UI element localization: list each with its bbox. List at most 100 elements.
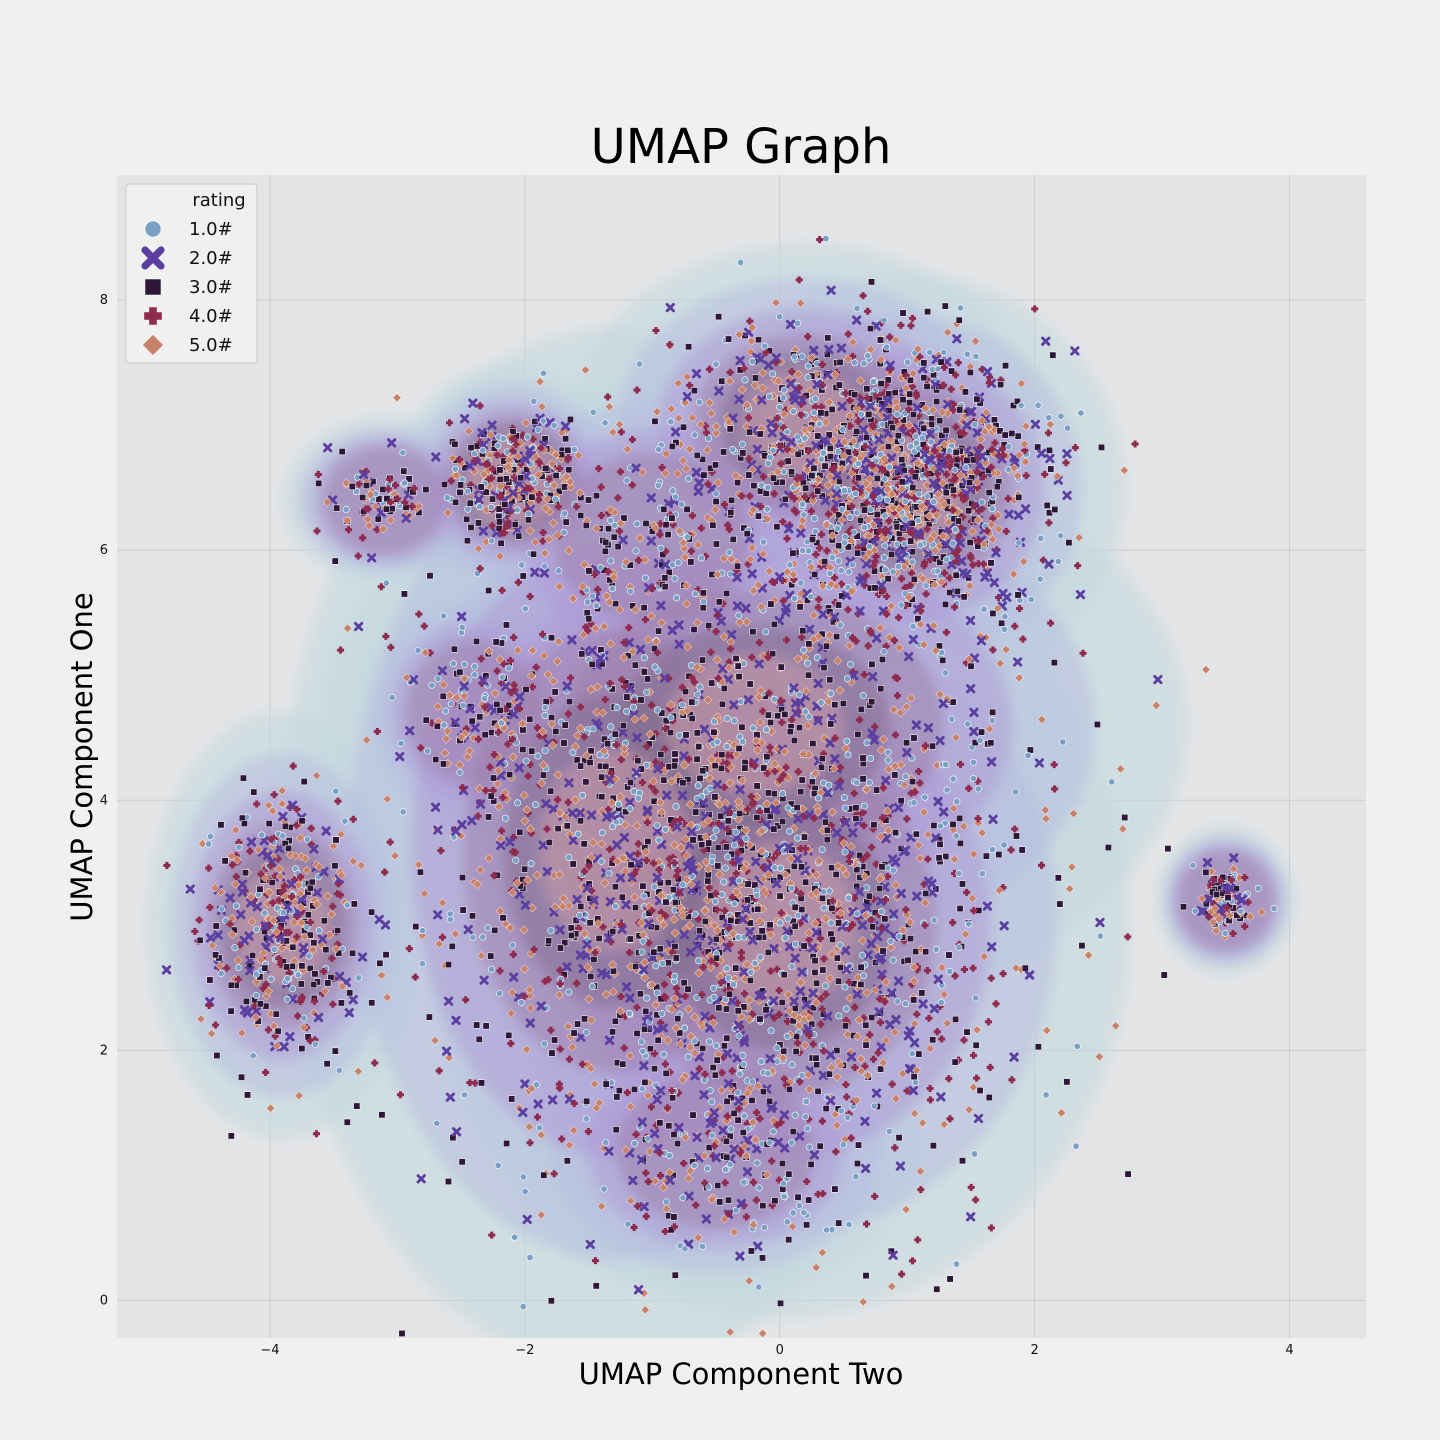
scatter-point bbox=[969, 758, 977, 766]
scatter-point bbox=[705, 622, 713, 630]
scatter-point bbox=[873, 786, 881, 794]
scatter-point bbox=[693, 729, 701, 737]
scatter-point bbox=[827, 720, 835, 728]
scatter-point bbox=[775, 1010, 783, 1018]
scatter-point bbox=[524, 433, 532, 441]
scatter-point bbox=[1015, 493, 1023, 501]
scatter-point bbox=[930, 498, 938, 506]
scatter-point bbox=[818, 755, 826, 763]
scatter-point bbox=[985, 1094, 993, 1101]
scatter-point bbox=[998, 619, 1006, 627]
scatter-point bbox=[881, 896, 889, 904]
scatter-point bbox=[811, 870, 821, 880]
scatter-point bbox=[639, 1061, 649, 1071]
scatter-point bbox=[903, 739, 910, 747]
scatter-point bbox=[907, 442, 915, 450]
scatter-point bbox=[239, 774, 247, 782]
scatter-point bbox=[805, 547, 813, 555]
scatter-point bbox=[464, 487, 472, 495]
scatter-point bbox=[528, 683, 536, 691]
scatter-point bbox=[732, 870, 740, 878]
scatter-point bbox=[835, 542, 843, 550]
scatter-point bbox=[969, 775, 977, 783]
scatter-point bbox=[951, 1058, 959, 1066]
scatter-point bbox=[860, 871, 870, 881]
scatter-point bbox=[972, 1041, 980, 1049]
scatter-point bbox=[717, 979, 725, 987]
scatter-point bbox=[930, 822, 938, 829]
scatter-point bbox=[770, 620, 778, 628]
scatter-point bbox=[781, 934, 789, 942]
scatter-point bbox=[297, 980, 305, 988]
scatter-point bbox=[548, 804, 559, 814]
scatter-point bbox=[859, 855, 867, 863]
scatter-point bbox=[972, 1196, 980, 1204]
scatter-point bbox=[909, 976, 919, 986]
scatter-point bbox=[817, 995, 825, 1003]
scatter-point bbox=[675, 1039, 685, 1049]
scatter-point bbox=[804, 1125, 812, 1133]
scatter-point bbox=[841, 964, 852, 974]
scatter-point bbox=[792, 1048, 800, 1055]
scatter-point bbox=[530, 397, 538, 405]
scatter-point bbox=[459, 874, 466, 882]
scatter-point bbox=[876, 885, 884, 893]
scatter-point bbox=[684, 1053, 692, 1061]
scatter-point bbox=[399, 808, 407, 816]
scatter-point bbox=[212, 922, 220, 930]
scatter-point bbox=[753, 814, 761, 822]
scatter-point bbox=[671, 750, 679, 758]
scatter-point bbox=[817, 699, 825, 707]
scatter-point bbox=[800, 942, 808, 950]
scatter-point bbox=[382, 579, 390, 587]
scatter-point bbox=[913, 1010, 921, 1018]
scatter-point bbox=[723, 759, 731, 767]
scatter-point bbox=[1000, 841, 1008, 849]
scatter-point bbox=[796, 1078, 804, 1086]
scatter-point bbox=[805, 671, 813, 679]
scatter-point bbox=[1057, 532, 1065, 540]
scatter-point bbox=[798, 906, 806, 913]
scatter-point bbox=[808, 943, 818, 953]
scatter-point bbox=[558, 1135, 566, 1143]
scatter-point bbox=[519, 1303, 527, 1311]
scatter-point bbox=[684, 1004, 694, 1014]
scatter-point bbox=[615, 792, 625, 802]
scatter-point bbox=[569, 1125, 579, 1136]
scatter-point bbox=[586, 759, 594, 766]
scatter-point bbox=[739, 738, 747, 746]
scatter-point bbox=[479, 933, 487, 941]
scatter-point bbox=[852, 804, 860, 812]
scatter-point bbox=[574, 1020, 582, 1028]
scatter-point bbox=[928, 420, 935, 428]
scatter-point bbox=[799, 500, 807, 508]
scatter-point bbox=[258, 831, 266, 839]
scatter-point bbox=[923, 492, 931, 500]
scatter-point bbox=[887, 1281, 897, 1291]
scatter-point bbox=[1093, 721, 1101, 728]
scatter-point bbox=[502, 475, 510, 483]
scatter-point bbox=[728, 929, 738, 939]
scatter-point bbox=[547, 787, 555, 795]
scatter-point bbox=[835, 557, 843, 565]
scatter-point bbox=[752, 1144, 762, 1154]
scatter-point bbox=[938, 1035, 946, 1043]
scatter-point bbox=[720, 1042, 728, 1050]
scatter-point bbox=[900, 845, 910, 856]
scatter-point bbox=[536, 1124, 544, 1132]
scatter-point bbox=[631, 661, 639, 669]
scatter-point bbox=[870, 821, 878, 829]
scatter-point bbox=[212, 951, 220, 959]
scatter-point bbox=[283, 963, 291, 971]
scatter-point bbox=[989, 708, 997, 716]
scatter-point bbox=[967, 1183, 975, 1191]
scatter-point bbox=[786, 1085, 793, 1093]
scatter-point bbox=[541, 712, 549, 720]
scatter-point bbox=[503, 1140, 511, 1147]
scatter-point bbox=[987, 974, 995, 982]
scatter-point bbox=[728, 877, 738, 887]
scatter-point bbox=[521, 865, 529, 873]
scatter-point bbox=[766, 1097, 774, 1105]
scatter-point bbox=[946, 1275, 954, 1283]
scatter-point bbox=[908, 1085, 918, 1096]
